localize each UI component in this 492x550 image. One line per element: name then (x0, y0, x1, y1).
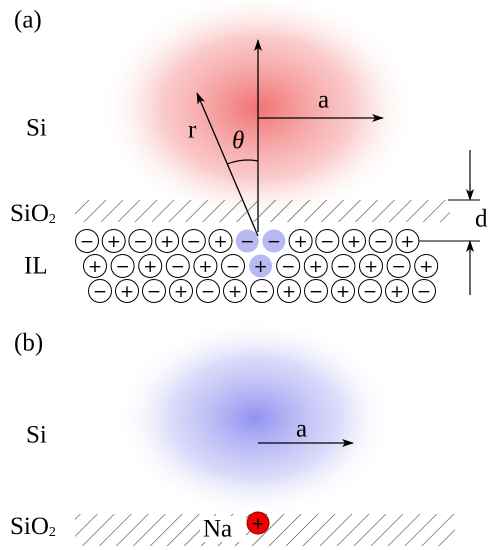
ion-charge: − (201, 282, 215, 302)
ion-charge: + (174, 282, 188, 302)
ion-charge: − (133, 232, 147, 252)
diagram: (a) Si a r θ SiO2 IL d −+−+−+−−+−+−++−+−… (0, 0, 492, 550)
ion-charge: + (419, 257, 433, 277)
ion-charge: + (364, 257, 378, 277)
ion-charge: + (88, 257, 102, 277)
na-label: Na (203, 516, 232, 543)
ion-charge: + (309, 257, 323, 277)
ion-charge: − (391, 257, 405, 277)
ion-charge: − (281, 257, 295, 277)
ion-charge: − (147, 282, 161, 302)
ion-charge: − (374, 232, 388, 252)
ion-charge: − (363, 282, 377, 302)
ion-charge: − (336, 257, 350, 277)
sio2-layer (75, 200, 450, 222)
ion-charge: + (143, 257, 157, 277)
ion-charge: − (93, 282, 107, 302)
si-label: Si (26, 422, 47, 449)
ion-charge: + (213, 232, 227, 252)
ion-charge: + (198, 257, 212, 277)
ion-charge: − (187, 232, 201, 252)
ion-charge: − (226, 257, 240, 277)
ion-charge: − (255, 282, 269, 302)
panel-label: (a) (14, 7, 42, 34)
ion-charge: − (240, 232, 254, 252)
ion-charge: + (282, 282, 296, 302)
ion-charge: + (336, 282, 350, 302)
ion-charge: − (320, 232, 334, 252)
ion-charge: + (228, 282, 242, 302)
electron-density (115, 318, 395, 518)
si-label: Si (26, 115, 47, 142)
a-label: a (296, 416, 307, 443)
ion-charge: + (160, 232, 174, 252)
a-label: a (318, 87, 329, 114)
sio2-label: SiO2 (10, 513, 56, 540)
ion-charge: − (115, 257, 129, 277)
ion-charge: + (390, 282, 404, 302)
il-label: IL (24, 253, 48, 280)
theta-label: θ (232, 128, 244, 155)
panel-label: (b) (14, 330, 43, 357)
ion-charge: + (253, 257, 267, 277)
ion-charge: + (347, 232, 361, 252)
sio2-label: SiO2 (10, 200, 56, 227)
ion-charge: + (293, 232, 307, 252)
ion-charge: − (417, 282, 431, 302)
ion-charge: + (400, 232, 414, 252)
ion-charge: + (120, 282, 134, 302)
ion-charge: − (171, 257, 185, 277)
ion-charge: − (80, 232, 94, 252)
ionic-liquid: −+−+−+−−+−+−++−+−+−+−+−+−+−+−+−+−+−+−+− (76, 230, 438, 303)
d-label: d (475, 206, 488, 233)
ion-charge: − (309, 282, 323, 302)
ion-charge: + (251, 514, 265, 534)
ion-charge: + (107, 232, 121, 252)
ion-charge: − (267, 232, 281, 252)
r-label: r (188, 117, 197, 144)
